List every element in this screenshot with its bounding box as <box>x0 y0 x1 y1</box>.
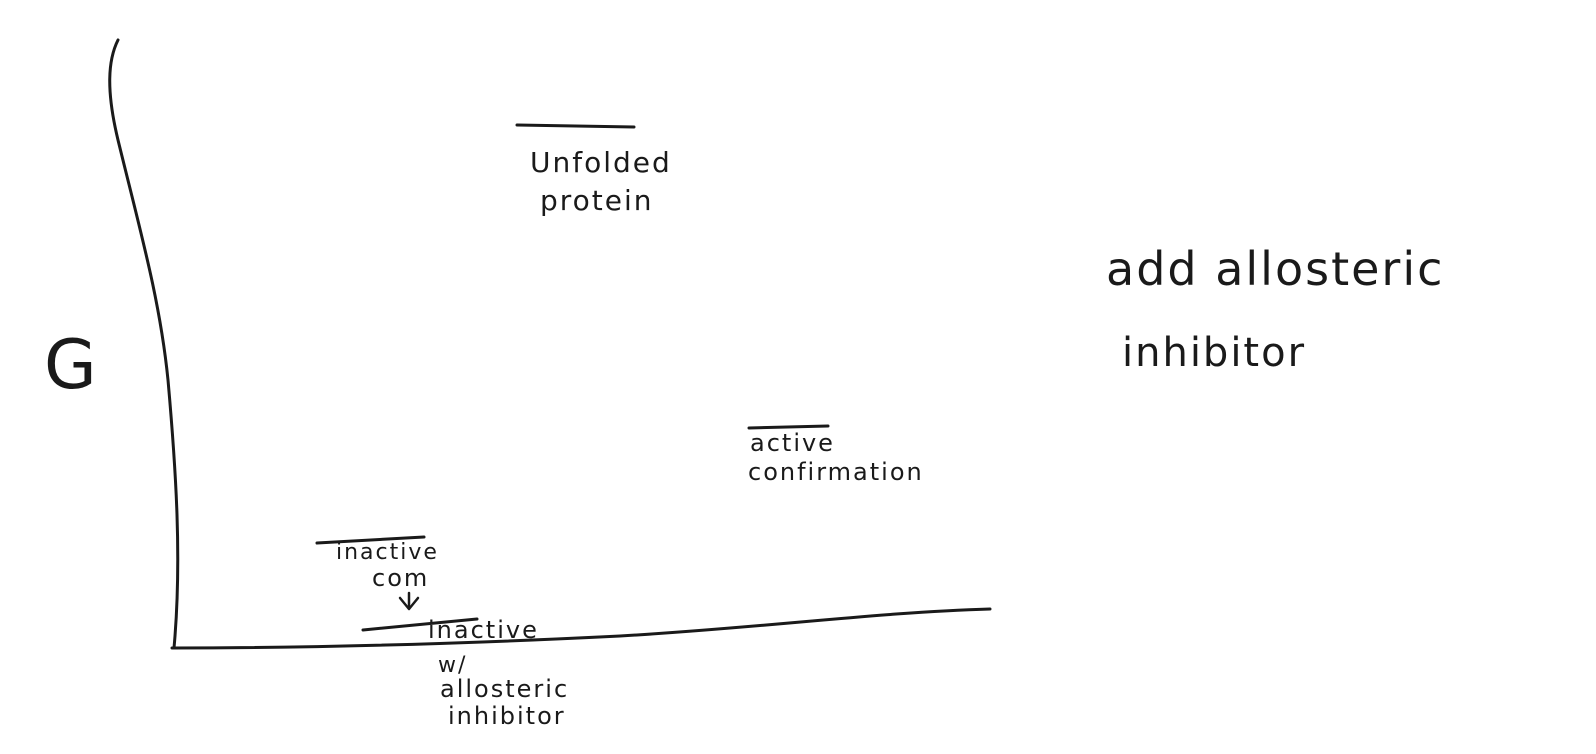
unfolded-level-line <box>515 123 636 129</box>
note-line2: inhibitor <box>1122 330 1306 376</box>
active-label-line1: active <box>750 429 835 457</box>
inactive-label-line2: com <box>372 564 429 592</box>
note-line1: add allosteric <box>1106 242 1444 296</box>
inhibited-label-line1: inactive <box>428 616 539 644</box>
inhibited-label-line3: allosteric <box>440 675 569 703</box>
x-axis <box>170 607 992 650</box>
active-level-line <box>747 424 830 430</box>
unfolded-label-line1: Unfolded <box>530 146 672 179</box>
unfolded-label-line2: protein <box>540 184 654 217</box>
inhibited-label-line2: w/ <box>438 653 467 678</box>
inactive-level-line <box>315 535 426 545</box>
y-axis <box>108 38 180 650</box>
inactive-label-line1: inactive <box>336 540 439 565</box>
active-label-line2: confirmation <box>748 458 924 486</box>
down-arrow-head <box>398 596 420 611</box>
inhibited-label-line4: inhibitor <box>448 702 566 730</box>
y-axis-label: G <box>44 326 99 405</box>
inhibited-level-line <box>361 617 479 632</box>
